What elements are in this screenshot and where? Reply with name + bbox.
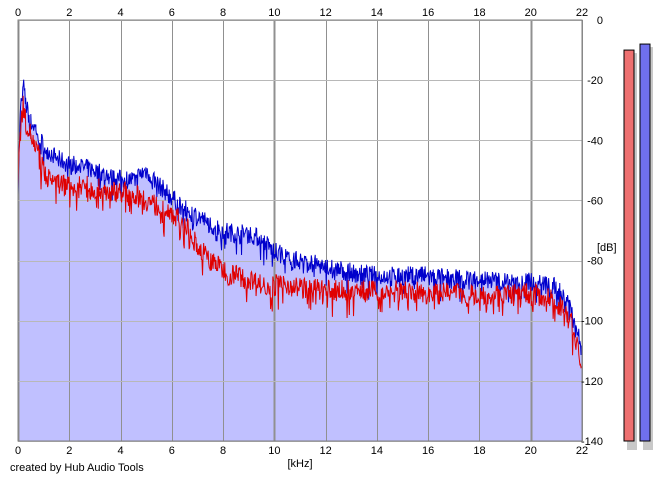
y-axis-label: [dB]: [597, 242, 617, 254]
x-tick-label-bottom: 2: [66, 445, 72, 457]
y-tick-label: 0: [597, 15, 603, 27]
x-tick-label-top: 22: [576, 7, 588, 19]
x-tick-label-top: 6: [169, 7, 175, 19]
credit-text: created by Hub Audio Tools: [10, 462, 144, 474]
y-tick-label: -120: [581, 376, 603, 388]
y-tick-label: -20: [587, 75, 603, 87]
x-tick-label-bottom: 4: [117, 445, 123, 457]
x-tick-label-top: 16: [422, 7, 434, 19]
x-tick-label-top: 14: [371, 7, 383, 19]
level-meter-bar: [639, 43, 651, 442]
y-tick-label: -100: [581, 316, 603, 328]
x-tick-label-top: 12: [320, 7, 332, 19]
series-line-blue: [17, 79, 583, 356]
x-tick-label-bottom: 0: [15, 445, 21, 457]
x-tick-label-bottom: 18: [473, 445, 485, 457]
x-tick-label-bottom: 16: [422, 445, 434, 457]
x-tick-label-bottom: 10: [268, 445, 280, 457]
spectrum-fill-area: [18, 79, 582, 441]
y-tick-label: -140: [581, 436, 603, 448]
x-tick-label-top: 4: [117, 7, 123, 19]
x-tick-label-top: 10: [268, 7, 280, 19]
y-tick-label: -40: [587, 135, 603, 147]
x-tick-label-top: 2: [66, 7, 72, 19]
level-meter-bar: [623, 49, 635, 442]
x-tick-label-top: 0: [15, 7, 21, 19]
y-tick-label: -80: [587, 256, 603, 268]
x-tick-label-top: 20: [525, 7, 537, 19]
x-axis-label: [kHz]: [287, 458, 312, 470]
x-tick-label-bottom: 12: [320, 445, 332, 457]
x-tick-label-bottom: 20: [525, 445, 537, 457]
plot-border: [17, 19, 583, 442]
x-tick-label-bottom: 6: [169, 445, 175, 457]
series-line-red: [17, 95, 583, 369]
x-tick-label-bottom: 8: [220, 445, 226, 457]
y-tick-label: -60: [587, 195, 603, 207]
x-tick-label-top: 8: [220, 7, 226, 19]
x-tick-label-bottom: 22: [576, 445, 588, 457]
x-tick-label-bottom: 14: [371, 445, 383, 457]
x-tick-label-top: 18: [473, 7, 485, 19]
